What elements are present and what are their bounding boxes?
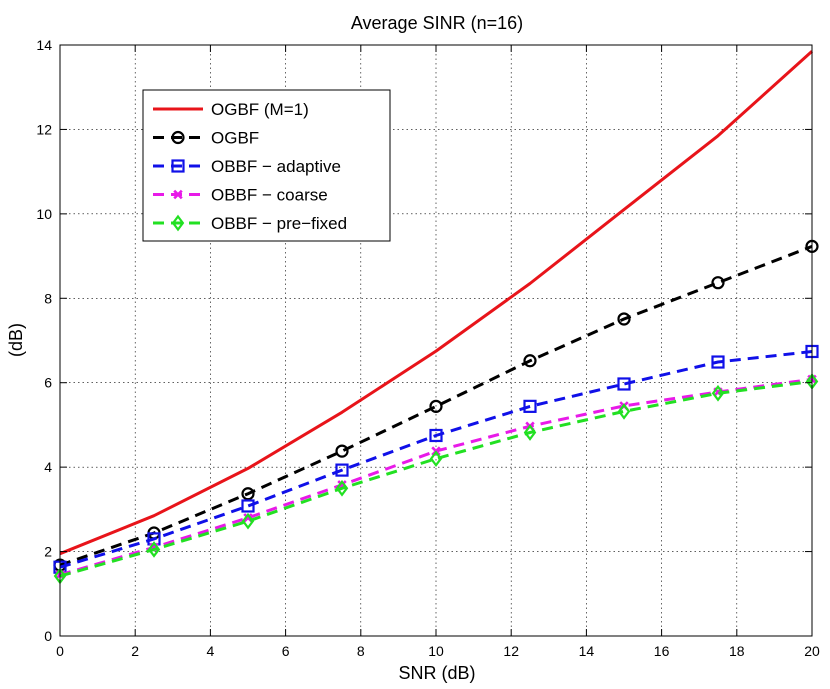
series-line [59,50,814,556]
x-tick-label: 14 [579,643,595,659]
series-line [59,245,813,567]
data-point [147,541,161,558]
legend-item: OGBF (M=1) [153,100,309,119]
data-point [711,384,725,402]
x-marker-stroke [173,189,183,200]
data-point [617,403,631,420]
data-point [523,424,537,441]
y-tick-label: 8 [44,290,52,306]
x-tick-label: 20 [804,643,820,659]
data-point [617,312,631,326]
x-tick-label: 0 [56,643,64,659]
x-tick-label: 6 [282,643,290,659]
data-point [335,463,349,477]
series-0 [59,50,814,556]
y-axis-label: (dB) [6,323,26,357]
data-point [429,399,443,413]
data-point [241,487,255,501]
legend-label: OBBF − pre−fixed [211,214,347,233]
data-point [523,399,537,413]
data-point [241,499,255,513]
data-point [335,479,349,497]
legend-item: OGBF [153,129,259,148]
legend-item: OBBF − pre−fixed [153,214,347,233]
x-tick-label: 18 [729,643,745,659]
data-point [711,276,725,290]
x-axis-label: SNR (dB) [398,663,475,683]
data-point [711,355,725,369]
x-tick-label: 12 [503,643,519,659]
y-tick-label: 14 [36,37,52,53]
legend-marker [171,214,185,232]
legend: OGBF (M=1) OGBF OBBF − adaptive OBBF − coar… [142,89,391,242]
x-tick-label: 16 [654,643,670,659]
data-point [241,512,255,530]
data-point [429,450,443,468]
legend-label: OBBF − coarse [211,186,328,205]
data-point [617,377,631,391]
ticks: 0 2 4 6 8 10 12 14 16 18 20 0 2 4 6 8 10 12 14 [36,37,820,659]
legend-label: OBBF − adaptive [211,157,341,176]
legend-marker [173,189,183,200]
data-point [523,354,537,368]
legend-label: OGBF [211,129,259,148]
x-tick-label: 10 [428,643,444,659]
y-tick-label: 6 [44,375,52,391]
y-tick-label: 12 [36,121,52,137]
x-tick-label: 4 [207,643,215,659]
series-line [59,379,813,578]
data-point [429,428,443,443]
y-tick-label: 4 [44,459,52,475]
chart-title: Average SINR (n=16) [351,13,523,33]
legend-label: OGBF (M=1) [211,100,309,119]
grid [60,45,812,636]
series-layer [53,50,819,585]
series-line [59,350,813,569]
legend-item: OBBF − adaptive [153,157,341,176]
series-line [59,377,813,577]
y-tick-label: 0 [44,628,52,644]
x-marker-stroke [243,513,253,523]
x-marker-stroke [337,480,347,490]
legend-marker [171,159,185,173]
x-tick-label: 8 [357,643,365,659]
legend-item: OBBF − coarse [153,186,328,205]
y-tick-label: 2 [44,544,52,560]
data-point [335,444,349,458]
y-tick-label: 10 [36,206,52,222]
legend-marker [171,130,185,145]
x-tick-label: 2 [131,643,139,659]
